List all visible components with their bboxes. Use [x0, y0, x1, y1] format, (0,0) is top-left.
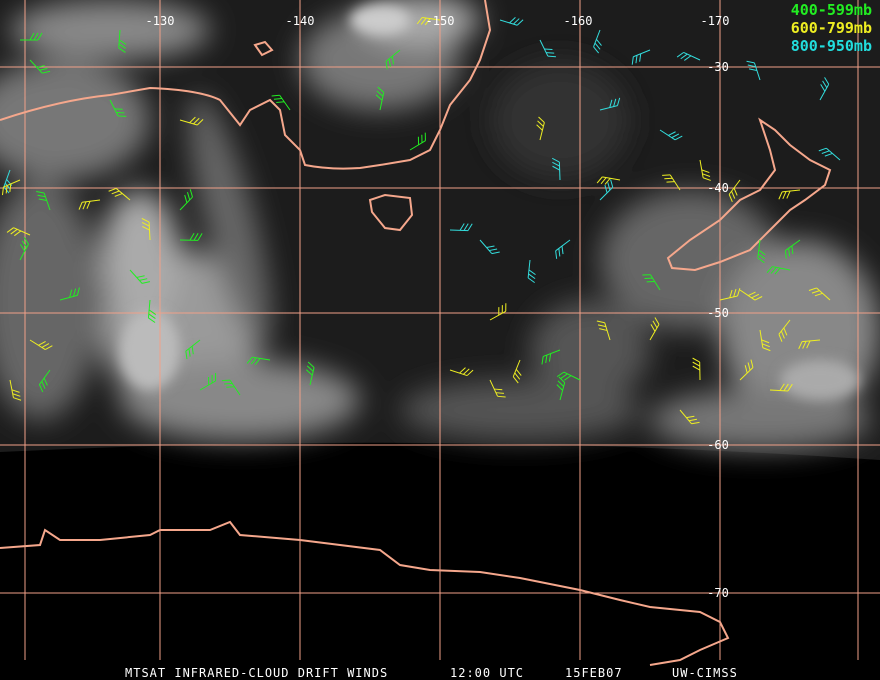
wind-barb: [118, 29, 127, 53]
wind-barb: [798, 339, 821, 350]
wind-barb: [808, 287, 831, 301]
lat-lon-grid: [0, 0, 880, 660]
wind-barb: [512, 359, 522, 384]
wind-barb: [599, 97, 621, 111]
wind-barb: [109, 99, 127, 117]
wind-barb: [129, 269, 151, 284]
wind-barb: [676, 51, 701, 61]
wind-barb: [221, 379, 241, 396]
footer-title: MTSAT INFRARED-CLOUD DRIFT WINDS: [125, 666, 388, 680]
legend-entry: 400-599mb: [791, 1, 872, 19]
wind-barb: [385, 49, 401, 70]
wind-barb: [305, 361, 315, 386]
wind-barb: [662, 174, 681, 191]
wind-barb: [9, 379, 22, 401]
wind-barb: [596, 320, 611, 341]
wind-barb: [631, 49, 651, 65]
wind-barb: [108, 187, 131, 201]
wind-barb: [728, 179, 741, 202]
wind-barb: [78, 199, 101, 210]
wind-barb: [19, 237, 29, 261]
wind-barb: [147, 299, 157, 323]
wind-barb: [179, 232, 203, 241]
lon-label: -160: [564, 14, 593, 28]
wind-barb: [778, 189, 801, 200]
wind-barb: [784, 239, 801, 259]
wind-barb: [1, 179, 21, 196]
lon-label: -170: [701, 14, 730, 28]
wind-barb: [375, 86, 385, 111]
wind-barb: [739, 289, 763, 301]
lat-label: -60: [707, 438, 729, 452]
wind-barb: [179, 189, 193, 211]
wind-barb: [818, 147, 841, 161]
wind-barb: [185, 339, 201, 360]
wind-barb: [499, 17, 524, 26]
cloud-detail: [120, 5, 860, 400]
wind-barbs: [1, 16, 841, 425]
lat-label: -30: [707, 60, 729, 74]
wind-barb: [552, 157, 561, 181]
lat-label: -70: [707, 586, 729, 600]
wind-barb: [489, 303, 507, 321]
wind-barb: [416, 16, 441, 26]
wind-barb: [659, 129, 683, 141]
wind-barb: [679, 409, 700, 425]
wind-barb: [59, 287, 80, 301]
lat-label: -40: [707, 181, 729, 195]
wind-barb: [36, 190, 51, 211]
wind-barb: [593, 29, 602, 54]
wind-barb: [766, 266, 791, 275]
wind-barb: [746, 60, 761, 81]
wind-barb: [778, 319, 791, 342]
wind-barb: [141, 217, 151, 241]
wind-barb: [599, 179, 614, 201]
wind-barb: [642, 274, 661, 291]
wind-barb: [739, 359, 754, 381]
wind-barb: [692, 357, 701, 381]
wind-barb: [527, 259, 536, 284]
wind-barb: [489, 379, 506, 398]
wind-barb: [819, 77, 830, 101]
footer-time: 12:00 UTC: [450, 666, 524, 680]
lon-label: -140: [286, 14, 315, 28]
wind-barb: [719, 288, 741, 301]
wind-barb: [556, 376, 566, 401]
wind-barb: [759, 329, 771, 352]
lon-label: -150: [426, 14, 455, 28]
wind-barb: [29, 59, 51, 74]
wind-barb: [479, 239, 500, 255]
wind-barb: [769, 383, 793, 392]
lat-label: -50: [707, 306, 729, 320]
wind-barb: [449, 367, 474, 377]
wind-barb: [271, 94, 291, 111]
footer-date: 15FEB07: [565, 666, 623, 680]
wind-barb: [536, 116, 545, 141]
wind-barb: [6, 227, 31, 237]
wind-barb: [449, 223, 473, 232]
wind-barb: [596, 176, 621, 185]
wind-barb: [29, 339, 53, 350]
wind-barb: [409, 132, 426, 151]
wind-barb: [20, 32, 43, 41]
wind-barb: [649, 317, 660, 341]
wind-barb: [556, 371, 581, 381]
wind-barb: [541, 349, 561, 365]
legend-entry: 600-799mb: [791, 19, 872, 37]
footer-source: UW-CIMSS: [672, 666, 738, 680]
wind-barb: [199, 372, 217, 391]
legend-entry: 800-950mb: [791, 37, 872, 55]
wind-barb: [757, 239, 766, 264]
wind-barb: [555, 239, 571, 259]
wind-barb: [38, 369, 51, 393]
wind-barb: [179, 116, 204, 126]
lon-label: -130: [146, 14, 175, 28]
wind-barb: [699, 159, 711, 181]
wind-barb: [246, 356, 271, 366]
wind-barb: [539, 39, 556, 58]
